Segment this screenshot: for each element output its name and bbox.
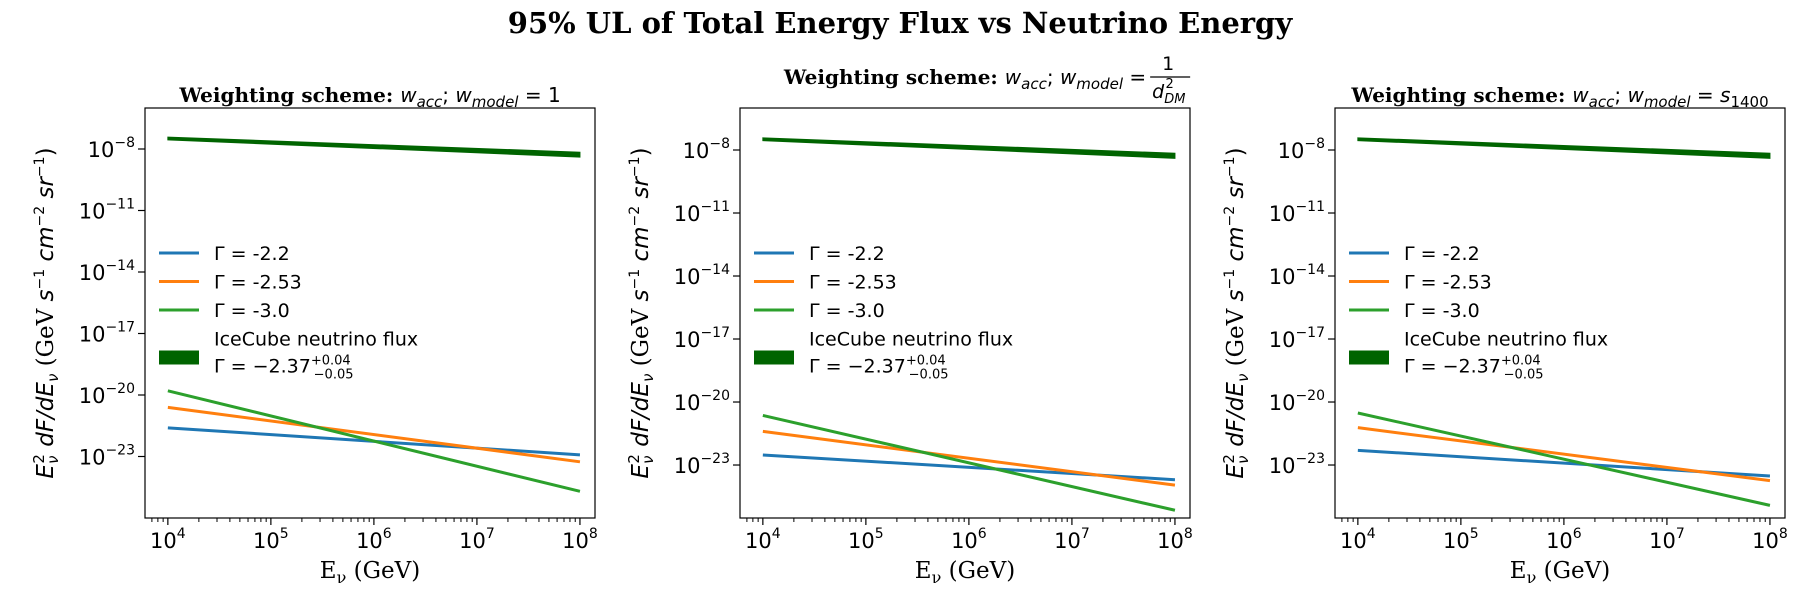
x-tick-label: 108	[1157, 526, 1193, 553]
legend: Γ = -2.2 Γ = -2.53 Γ = -3.0 IceCube neutrin…	[1349, 243, 1608, 383]
y-axis-label: Eν2 dF/dEν (GeV s−1 cm−2 sr−1)	[625, 147, 657, 478]
x-axis-label: Eν (GeV)	[320, 558, 420, 587]
subplot-title: Weighting scheme: wacc; wmodel = s1400	[1350, 83, 1768, 111]
legend-label-1: Γ = -2.2	[1404, 243, 1480, 265]
legend: Γ = -2.2 Γ = -2.53 Γ = -3.0 IceCube neutrin…	[159, 243, 418, 383]
x-tick-label: 105	[1443, 526, 1479, 553]
y-axis-label: Eν2 dF/dEν (GeV s−1 cm−2 sr−1)	[30, 147, 62, 478]
legend-swatch-band	[754, 350, 794, 365]
chart-panel-3: 104 105 106 107 108 10−8 10−11 10−14 10−17 10−20 1…	[1220, 83, 1788, 587]
axes-frame	[1334, 107, 1786, 519]
x-axis-label: Eν (GeV)	[915, 558, 1015, 587]
series-line-2	[167, 405, 581, 464]
x-tick-label: 105	[848, 526, 884, 553]
x-tick-label: 107	[459, 526, 495, 553]
series-line-2	[762, 429, 1176, 487]
y-tick-label: 10−17	[1269, 325, 1325, 352]
series-line-3	[167, 389, 581, 493]
legend-label-3: Γ = -3.0	[809, 300, 885, 322]
legend-label-2: Γ = -2.53	[1404, 272, 1492, 294]
chart-panel-2: 104 105 106 107 108 10−8 10−11 10−14 10−17 10−20 1…	[625, 53, 1193, 587]
legend-label-band-gamma: Γ = −2.37+0.04 −0.05	[214, 354, 354, 383]
y-tick-label: 10−8	[88, 135, 135, 162]
x-tick-label: 104	[1340, 526, 1376, 553]
icecube-band	[1357, 137, 1771, 159]
y-tick-label: 10−23	[674, 451, 730, 478]
legend-label-band: IceCube neutrino flux	[214, 329, 418, 351]
series-line-3	[762, 413, 1176, 512]
legend-label-band-gamma: Γ = −2.37+0.04 −0.05	[809, 354, 949, 383]
legend-label-3: Γ = -3.0	[1404, 300, 1480, 322]
x-tick-label: 104	[745, 526, 781, 553]
legend-label-band: IceCube neutrino flux	[809, 329, 1013, 351]
y-tick-label: 10−17	[79, 320, 135, 347]
y-tick-label: 10−17	[674, 325, 730, 352]
subplot-title: Weighting scheme: wacc; wmodel =	[783, 65, 1146, 93]
legend-label-2: Γ = -2.53	[214, 272, 302, 294]
figure-suptitle: 95% UL of Total Energy Flux vs Neutrino …	[507, 6, 1293, 40]
plot-area	[1357, 137, 1771, 507]
fraction-numerator: 1	[1162, 53, 1174, 75]
x-tick-label: 105	[253, 526, 289, 553]
y-tick-label: 10−20	[1269, 388, 1325, 415]
y-tick-label: 10−11	[1269, 199, 1325, 226]
y-tick-label: 10−14	[79, 258, 135, 285]
fraction-denominator: dDM2	[1152, 77, 1185, 107]
icecube-band	[167, 136, 581, 158]
y-tick-label: 10−14	[674, 262, 730, 289]
y-tick-label: 10−8	[1278, 136, 1325, 163]
axes-frame	[739, 107, 1191, 519]
subplot-title: Weighting scheme: wacc; wmodel = 1	[178, 83, 560, 111]
legend-swatch-band	[159, 350, 199, 365]
plot-area	[762, 137, 1176, 512]
x-tick-label: 108	[562, 526, 598, 553]
x-tick-label: 108	[1752, 526, 1788, 553]
y-tick-label: 10−11	[79, 197, 135, 224]
y-axis-label: Eν2 dF/dEν (GeV s−1 cm−2 sr−1)	[1220, 147, 1252, 478]
y-tick-label: 10−14	[1269, 262, 1325, 289]
legend-label-1: Γ = -2.2	[214, 243, 290, 265]
plot-area	[167, 136, 581, 493]
legend-swatch-band	[1349, 350, 1389, 365]
legend-label-band-gamma: Γ = −2.37+0.04 −0.05	[1404, 354, 1544, 383]
x-tick-label: 106	[356, 526, 392, 553]
y-tick-label: 10−11	[674, 199, 730, 226]
legend: Γ = -2.2 Γ = -2.53 Γ = -3.0 IceCube neutrin…	[754, 243, 1013, 383]
legend-label-3: Γ = -3.0	[214, 300, 290, 322]
chart-panel-1: 104 105 106 107 108 10−8 10−11 10−14 10−17 10−20 1…	[30, 83, 598, 587]
x-tick-label: 106	[1546, 526, 1582, 553]
y-tick-label: 10−20	[79, 381, 135, 408]
legend-label-2: Γ = -2.53	[809, 272, 897, 294]
x-axis-label: Eν (GeV)	[1510, 558, 1610, 587]
y-tick-label: 10−8	[683, 136, 730, 163]
y-tick-label: 10−20	[674, 388, 730, 415]
axes-frame	[144, 107, 596, 519]
series-line-3	[1357, 411, 1771, 507]
series-line-2	[1357, 426, 1771, 483]
legend-label-band: IceCube neutrino flux	[1404, 329, 1608, 351]
x-tick-label: 104	[150, 526, 186, 553]
x-tick-label: 106	[951, 526, 987, 553]
icecube-band	[762, 137, 1176, 159]
y-tick-label: 10−23	[1269, 451, 1325, 478]
x-tick-label: 107	[1649, 526, 1685, 553]
legend-label-1: Γ = -2.2	[809, 243, 885, 265]
y-tick-label: 10−23	[79, 443, 135, 470]
x-tick-label: 107	[1054, 526, 1090, 553]
